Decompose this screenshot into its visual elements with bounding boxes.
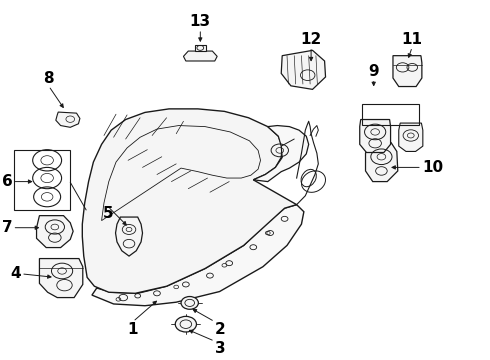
Text: 3: 3	[215, 341, 225, 356]
Polygon shape	[116, 217, 143, 256]
Text: 1: 1	[127, 322, 138, 337]
Polygon shape	[360, 120, 391, 153]
Text: 7: 7	[2, 220, 12, 235]
Text: 13: 13	[190, 14, 211, 29]
Text: 2: 2	[215, 322, 225, 337]
Polygon shape	[366, 143, 398, 181]
Polygon shape	[183, 51, 217, 61]
Text: 9: 9	[368, 64, 379, 79]
Text: 12: 12	[300, 32, 322, 47]
Circle shape	[175, 316, 196, 332]
Polygon shape	[39, 258, 83, 298]
Polygon shape	[195, 45, 206, 51]
Polygon shape	[281, 50, 325, 89]
Text: 5: 5	[102, 206, 113, 221]
Text: 6: 6	[1, 174, 12, 189]
Polygon shape	[37, 216, 73, 248]
Polygon shape	[253, 126, 309, 181]
Text: 8: 8	[43, 71, 54, 86]
Circle shape	[181, 297, 198, 309]
Text: 10: 10	[422, 160, 443, 175]
Polygon shape	[393, 56, 422, 86]
Bar	[362, 104, 419, 125]
Polygon shape	[56, 112, 80, 127]
Polygon shape	[92, 204, 304, 306]
Text: 11: 11	[402, 32, 423, 47]
Polygon shape	[399, 123, 423, 152]
Bar	[14, 150, 70, 210]
Polygon shape	[82, 109, 296, 293]
Text: 4: 4	[10, 266, 21, 281]
